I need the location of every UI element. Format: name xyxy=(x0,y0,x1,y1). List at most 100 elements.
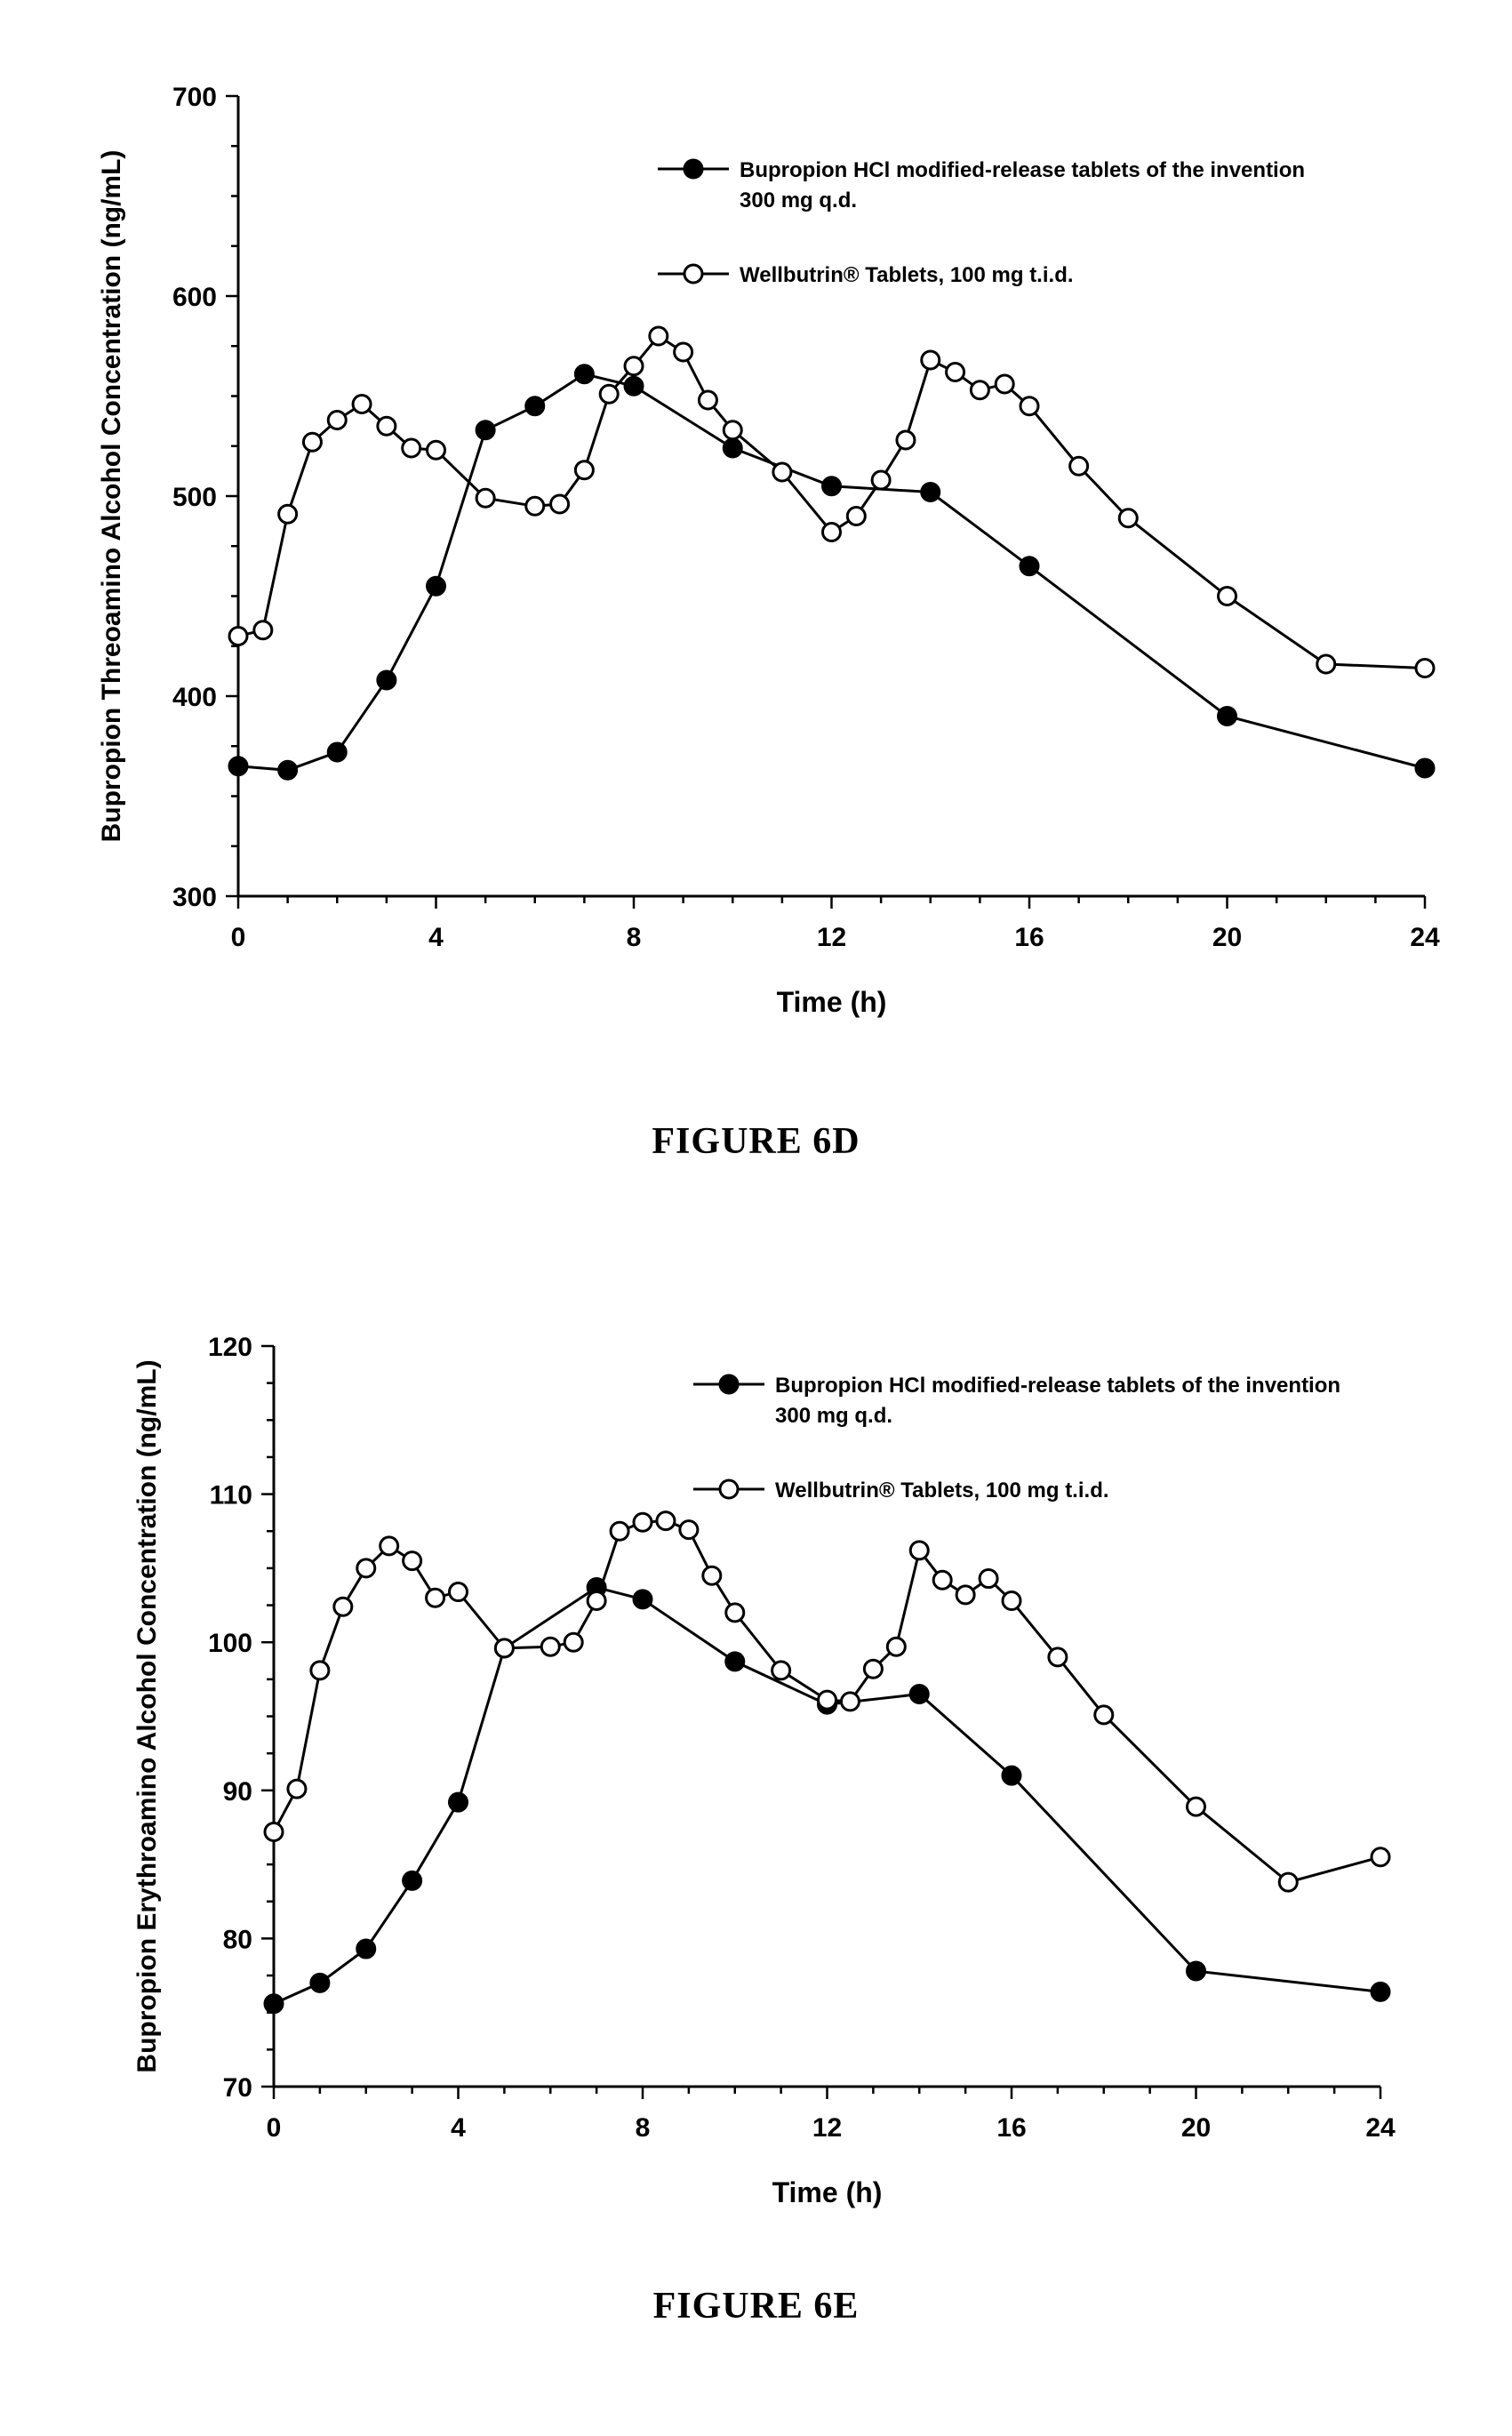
data-point-open xyxy=(573,460,595,481)
data-point-open xyxy=(277,503,299,525)
data-point-open xyxy=(701,1565,723,1586)
data-point-open xyxy=(845,506,867,526)
data-point-filled xyxy=(908,1684,930,1705)
legend-entry-2: Wellbutrin® Tablets, 100 mg t.i.d. xyxy=(740,263,1074,287)
data-point-open xyxy=(425,1587,446,1608)
data-point-filled xyxy=(722,437,743,459)
figure-6d-chart: 0 4 8 12 16 20 24 300 400 500 600 700 Time (h) Buprop… xyxy=(97,83,1440,1018)
figure-6d-caption: FIGURE 6D xyxy=(652,1121,860,1162)
x-tick-label: 4 xyxy=(428,923,444,952)
data-point-open xyxy=(356,1558,377,1579)
data-point-open xyxy=(402,1551,423,1572)
data-point-open xyxy=(1068,455,1090,477)
x-tick-label: 12 xyxy=(817,923,846,952)
legend-marker-1 xyxy=(718,1374,740,1395)
data-point-open xyxy=(286,1778,308,1799)
y-tick-label: 300 xyxy=(172,883,217,912)
data-point-open xyxy=(252,620,274,641)
data-point-open xyxy=(771,1660,792,1681)
data-point-filled xyxy=(724,1651,746,1672)
x-tick-label: 8 xyxy=(636,2113,651,2143)
legend-marker-2 xyxy=(683,263,704,284)
data-point-filled xyxy=(402,1870,423,1891)
data-point-filled xyxy=(524,396,546,417)
x-tick-label: 16 xyxy=(1014,923,1044,952)
data-point-open xyxy=(955,1584,976,1606)
data-point-open xyxy=(563,1631,584,1653)
data-point-open xyxy=(673,341,694,363)
data-point-open xyxy=(332,1596,354,1617)
x-tick-label: 20 xyxy=(1181,2113,1211,2143)
data-point-open xyxy=(1019,396,1040,417)
data-point-open xyxy=(326,410,348,430)
x-tick-label: 0 xyxy=(231,923,246,952)
data-point-filled xyxy=(228,756,249,777)
x-tick-label: 8 xyxy=(627,923,642,952)
data-point-filled xyxy=(920,482,941,502)
data-point-filled xyxy=(326,741,348,763)
data-point-open xyxy=(376,415,397,437)
legend-marker-2 xyxy=(718,1478,740,1500)
data-point-open xyxy=(978,1568,999,1590)
x-tick-label: 20 xyxy=(1212,923,1242,952)
data-point-open xyxy=(1001,1591,1022,1612)
data-point-filled xyxy=(376,669,397,691)
y-tick-label: 100 xyxy=(208,1629,252,1658)
series-line-1 xyxy=(237,373,1426,772)
data-point-open xyxy=(632,1511,653,1533)
y-axis-label: Bupropion Erythroamino Alcohol Concentra… xyxy=(132,1359,162,2072)
data-point-filled xyxy=(426,575,446,597)
x-tick-label: 24 xyxy=(1365,2113,1396,2143)
data-point-filled xyxy=(448,1791,468,1813)
data-point-filled xyxy=(632,1589,653,1610)
x-tick-label: 4 xyxy=(451,2113,466,2143)
legend-entry-1: Bupropion HCl modified-release tablets o… xyxy=(775,1374,1340,1398)
data-point-filled xyxy=(356,1938,377,1959)
data-point-open xyxy=(609,1520,630,1542)
data-point-open xyxy=(945,362,966,382)
data-point-open xyxy=(426,439,446,461)
data-point-open xyxy=(908,1540,930,1561)
y-tick-label: 80 xyxy=(223,1925,252,1954)
data-point-open xyxy=(586,1591,607,1612)
data-point-open xyxy=(1277,1871,1299,1893)
data-point-open xyxy=(1047,1647,1068,1668)
data-point-filled xyxy=(1370,1981,1391,2002)
data-point-open xyxy=(1414,658,1436,678)
data-point-open xyxy=(817,1689,837,1711)
data-point-open xyxy=(1217,586,1237,606)
data-point-filled xyxy=(573,364,595,385)
data-point-filled xyxy=(263,1993,284,2015)
y-tick-label: 110 xyxy=(210,1481,252,1510)
data-point-filled xyxy=(1217,706,1237,726)
data-point-open xyxy=(772,461,793,483)
data-point-open xyxy=(870,469,892,491)
data-point-open xyxy=(862,1658,884,1679)
y-tick-label: 90 xyxy=(223,1777,252,1807)
data-point-filled xyxy=(309,1972,331,1993)
data-point-open xyxy=(549,493,571,515)
series-line-2 xyxy=(237,334,1426,669)
series-line-1 xyxy=(273,1585,1381,2006)
data-point-filled xyxy=(1414,757,1436,779)
data-point-open xyxy=(401,437,422,459)
data-point-open xyxy=(598,383,620,405)
data-point-open xyxy=(655,1510,676,1532)
data-point-open xyxy=(263,1821,284,1842)
data-point-open xyxy=(540,1636,561,1657)
data-point-filled xyxy=(1001,1765,1022,1786)
data-point-open xyxy=(228,626,249,646)
series-line-2 xyxy=(272,1519,1381,1884)
y-tick-label: 70 xyxy=(223,2073,252,2103)
data-point-open xyxy=(969,380,990,401)
data-point-open xyxy=(623,356,644,377)
x-tick-label: 16 xyxy=(996,2113,1026,2143)
data-point-open xyxy=(1093,1704,1115,1726)
data-point-open xyxy=(1186,1796,1206,1817)
legend-entry-1-line2: 300 mg q.d. xyxy=(775,1404,892,1428)
data-point-open xyxy=(885,1636,907,1657)
legend-entry-1: Bupropion HCl modified-release tablets o… xyxy=(740,158,1305,182)
data-point-open xyxy=(301,431,323,453)
x-tick-label: 12 xyxy=(812,2113,842,2143)
data-point-open xyxy=(1316,653,1337,675)
